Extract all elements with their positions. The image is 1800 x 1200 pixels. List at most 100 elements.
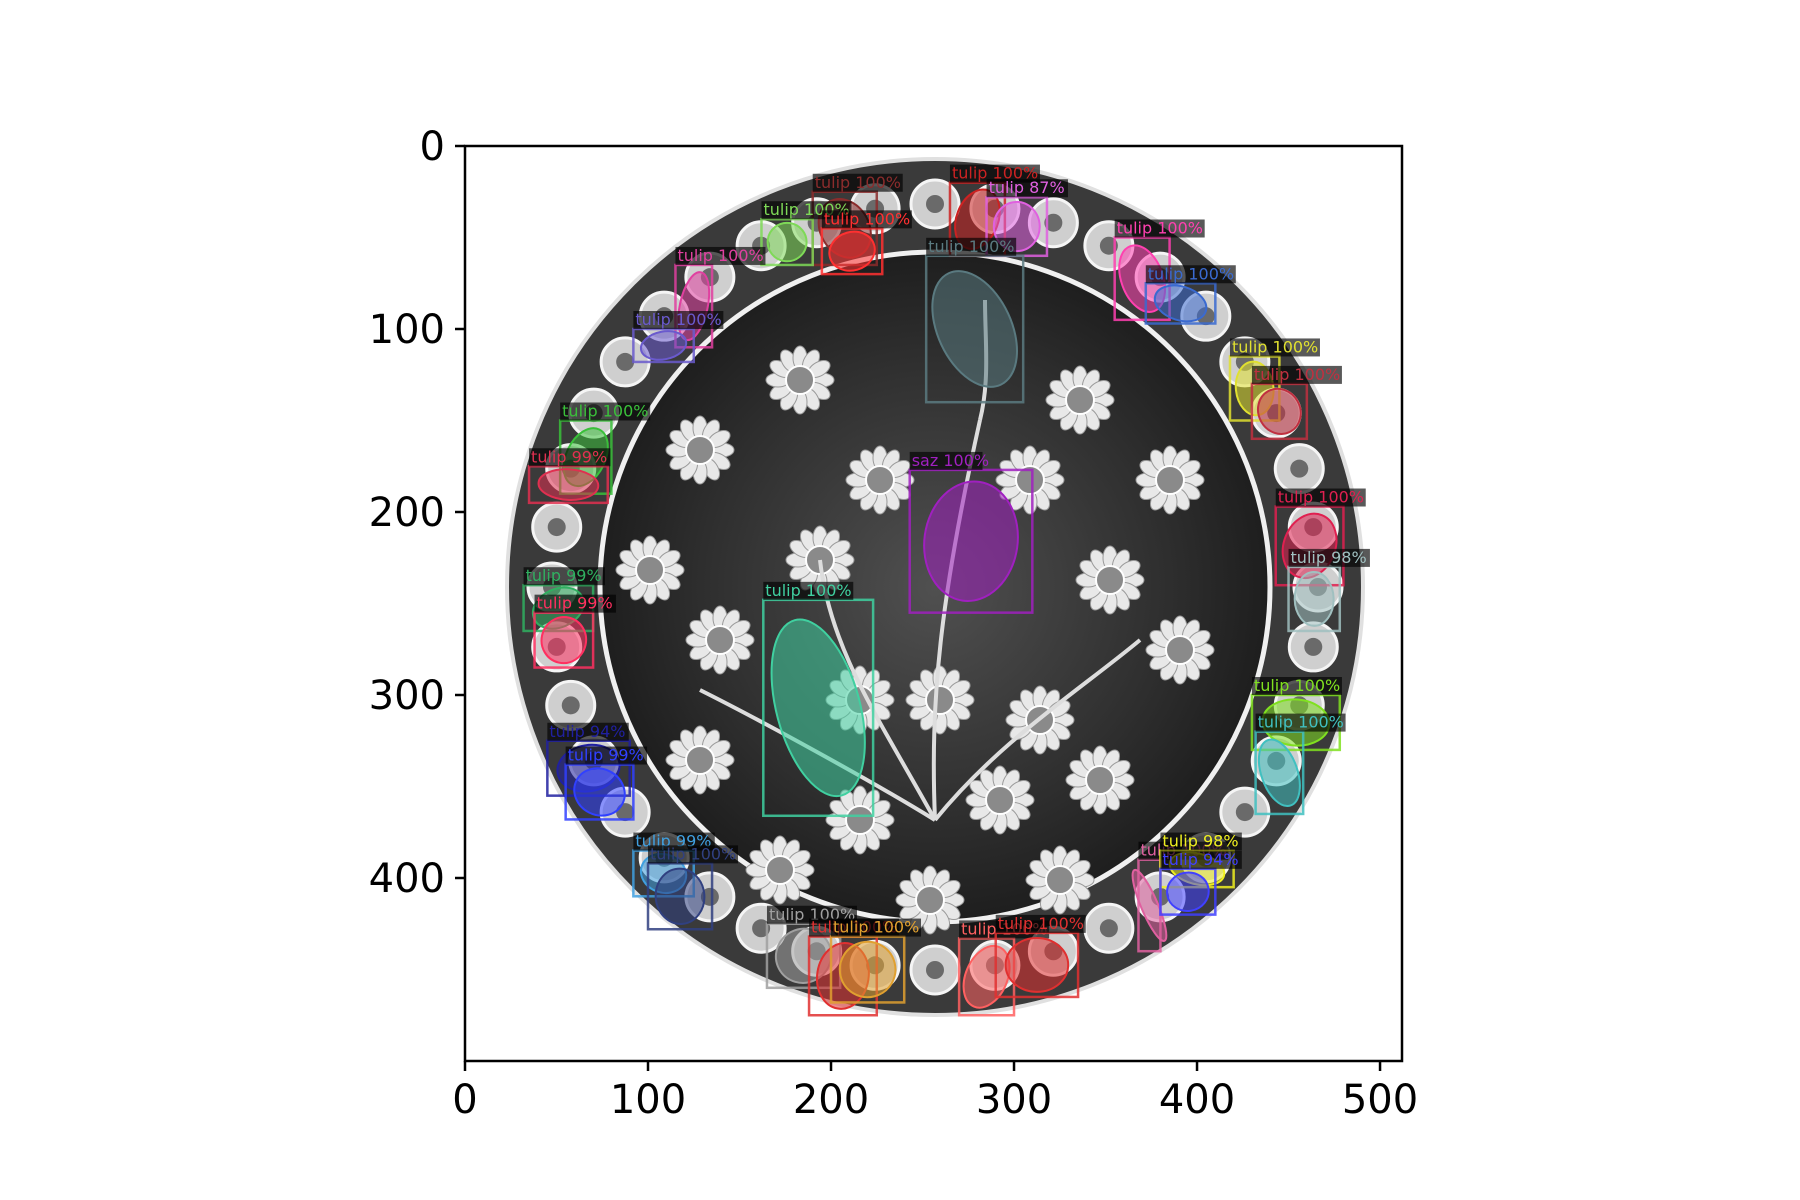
detection-mask	[770, 618, 866, 798]
detection: tulip 100%	[646, 844, 739, 931]
detection-label: tulip 100%	[1254, 676, 1340, 695]
detection-label-bg	[1288, 548, 1370, 567]
detection-label: tulip 100%	[833, 918, 919, 937]
detection-mask	[1256, 387, 1302, 435]
flower-center	[685, 745, 715, 775]
detection-label: tulip 100%	[1148, 264, 1234, 283]
rosette-center	[1099, 919, 1118, 938]
flower-center	[1065, 385, 1095, 415]
detection: tulip 100%	[948, 164, 1040, 258]
detection-mask	[962, 945, 1011, 1009]
detection-label: tulip 100%	[952, 164, 1038, 183]
detection-label: tulip 94%	[1162, 850, 1238, 869]
detection-label: tulip 100%	[677, 246, 763, 265]
x-tick-label: 300	[976, 1077, 1052, 1123]
flower-center	[1095, 565, 1125, 595]
detection-label: tulip 99%	[568, 746, 644, 765]
detection-label: tulip 100%	[635, 310, 721, 329]
detection-label-bg	[675, 246, 766, 265]
rosette-center	[1290, 459, 1309, 478]
detection-label: tulip 100%	[650, 844, 736, 863]
detection-label-bg	[1275, 488, 1366, 507]
detection-label-bg	[648, 845, 739, 864]
rosette-center	[1044, 213, 1063, 232]
detection: tulip 100%	[632, 310, 724, 364]
detection: tulip 99%	[564, 746, 648, 821]
y-tick-label: 200	[369, 490, 445, 536]
detection-label: tulip 100%	[824, 209, 910, 228]
detection-label: tulip 100%	[562, 402, 648, 421]
rosette-center	[926, 961, 944, 979]
y-tick-label: 300	[369, 673, 445, 719]
detection: tulip 100%	[820, 209, 912, 276]
detection-overlays: tulip 100%tulip 100%tulip 100%tulip 100%…	[522, 164, 1370, 1017]
x-tick-label: 0	[452, 1077, 477, 1123]
plate-image: tulip 100%tulip 100%tulip 100%tulip 100%…	[465, 146, 1402, 1061]
detection-label-bg	[560, 402, 651, 421]
detection: tulip 94%	[1159, 850, 1242, 916]
detection-label: tulip 100%	[928, 237, 1014, 256]
flower-center	[1155, 465, 1185, 495]
detection-label: tulip 94%	[549, 722, 625, 741]
detection: tulip 99%	[527, 447, 611, 505]
detection-label: tulip 100%	[1254, 365, 1340, 384]
detection-label-bg	[534, 594, 616, 613]
y-tick-label: 400	[369, 856, 445, 902]
detection-label-bg	[831, 918, 922, 937]
rosette-center	[752, 919, 771, 938]
detection-label: tulip 100%	[765, 581, 851, 600]
detection-mask	[654, 867, 706, 925]
detection: tulip 100%	[1250, 365, 1342, 441]
flower-center	[765, 855, 795, 885]
detection: tulip 100%	[924, 237, 1025, 404]
detection-mask	[931, 270, 1018, 388]
y-axis: 0 100 200 300 400	[369, 124, 465, 902]
detection-label-bg	[986, 179, 1068, 198]
detection: saz 100%	[908, 451, 1034, 614]
detection-label-bg	[523, 567, 605, 586]
detection-label-bg	[949, 164, 1040, 183]
detection-mask	[1131, 868, 1168, 942]
detection-mask	[1166, 871, 1210, 912]
rosette-center	[926, 195, 944, 213]
detection: tulip 100%	[765, 905, 857, 990]
detection: tulip 100%	[829, 918, 922, 1004]
rosette-center	[1235, 803, 1254, 822]
detection: tulip 100%	[762, 581, 875, 818]
detection-label-bg	[1114, 219, 1205, 238]
rosette-center	[547, 518, 566, 537]
x-tick-label: 200	[793, 1077, 869, 1123]
detection-label-bg	[763, 581, 854, 600]
detection-label: tulip 100%	[1278, 488, 1364, 507]
detection-label: tulip 98%	[1162, 832, 1238, 851]
flower-center	[685, 435, 715, 465]
detection-mask	[540, 616, 588, 665]
detection-label: tulip 99%	[531, 447, 607, 466]
flower-center	[925, 685, 955, 715]
x-tick-label: 100	[610, 1077, 686, 1123]
y-tick-label: 0	[420, 124, 445, 170]
rosette-center	[700, 887, 719, 906]
detection-label: tulip 99%	[537, 594, 613, 613]
detection-mask	[1257, 738, 1301, 808]
plate-well	[597, 249, 1273, 925]
flower-center	[915, 885, 945, 915]
rosette-center	[1304, 637, 1323, 656]
detection-label: tulip 99%	[526, 566, 602, 585]
detection-mask	[537, 468, 600, 501]
detection-mask	[838, 940, 897, 999]
flower-center	[1165, 635, 1195, 665]
detection-label: saz 100%	[912, 451, 989, 470]
detection-label-bg	[547, 722, 629, 741]
detection-label: tulip 87%	[989, 178, 1065, 197]
flower-center	[1045, 865, 1075, 895]
detection: tulip 100%	[1254, 713, 1346, 816]
detection-label: tulip 98%	[1291, 548, 1367, 567]
detection-mask	[1293, 571, 1335, 627]
x-tick-label: 400	[1159, 1077, 1235, 1123]
detection: tulip 99%	[533, 594, 616, 669]
detection-label: tulip 100%	[1117, 219, 1203, 238]
flower-center	[705, 625, 735, 655]
detection-label-bg	[1145, 265, 1236, 284]
